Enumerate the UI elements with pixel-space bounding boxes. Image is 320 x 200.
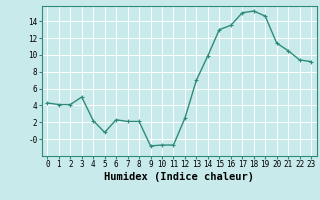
X-axis label: Humidex (Indice chaleur): Humidex (Indice chaleur)	[104, 172, 254, 182]
